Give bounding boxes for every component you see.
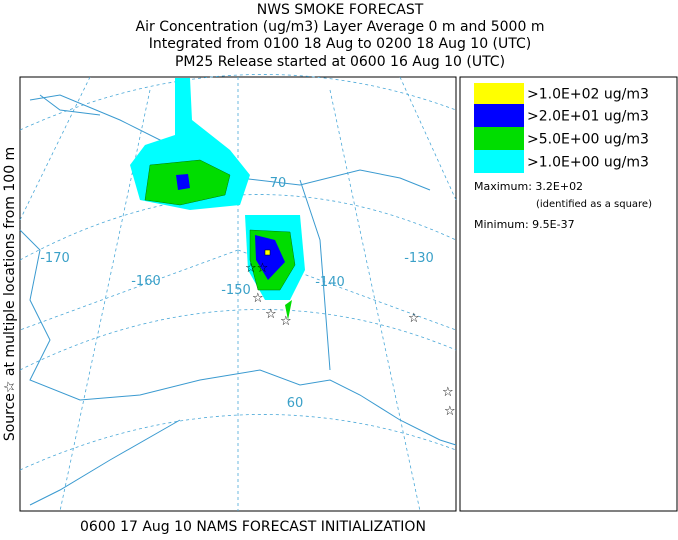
- legend-swatch: [474, 150, 524, 173]
- svg-text:☆: ☆: [265, 307, 277, 322]
- legend-swatch: [474, 104, 524, 127]
- graticule-label: -140: [315, 275, 345, 290]
- graticule-label: 60: [287, 396, 304, 411]
- legend-swatch: [474, 127, 524, 150]
- side-label: Source☆ at multiple locations from 100 m: [2, 147, 18, 441]
- source-markers: ☆☆☆☆ ☆ ☆☆☆: [245, 261, 456, 419]
- subtitle: PM25 Release started at 0600 16 Aug 10 (…: [175, 54, 505, 70]
- graticule-label: -160: [131, 274, 161, 289]
- legend-label: >2.0E+01 ug/m3: [527, 109, 649, 125]
- graticule-label: -150: [221, 283, 251, 298]
- legend-label: >1.0E+00 ug/m3: [527, 155, 649, 171]
- graticule-label: 70: [270, 176, 287, 191]
- subtitle: Integrated from 0100 18 Aug to 0200 18 A…: [149, 36, 532, 52]
- legend: >1.0E+02 ug/m3 >2.0E+01 ug/m3 >5.0E+00 ug/…: [474, 83, 649, 173]
- smoke-plume: [130, 78, 305, 320]
- graticule-label: -170: [40, 251, 70, 266]
- graticule-label: -130: [404, 251, 434, 266]
- subtitle: Air Concentration (ug/m3) Layer Average …: [136, 19, 545, 35]
- svg-text:☆: ☆: [444, 404, 456, 419]
- legend-label: >1.0E+02 ug/m3: [527, 87, 649, 103]
- legend-swatch: [474, 83, 524, 104]
- maximum-note: (identified as a square): [536, 199, 652, 210]
- svg-text:☆☆: ☆☆: [245, 261, 268, 276]
- title: NWS SMOKE FORECAST: [257, 2, 424, 18]
- maximum: Maximum: 3.2E+02: [474, 180, 583, 193]
- svg-text:☆: ☆: [442, 385, 454, 400]
- svg-text:☆: ☆: [252, 291, 264, 306]
- legend-label: >5.0E+00 ug/m3: [527, 132, 649, 148]
- footer: 0600 17 Aug 10 NAMS FORECAST INITIALIZAT…: [80, 519, 426, 535]
- svg-text:☆: ☆: [408, 311, 420, 326]
- svg-text:☆: ☆: [280, 314, 292, 329]
- minimum: Minimum: 9.5E-37: [474, 218, 575, 231]
